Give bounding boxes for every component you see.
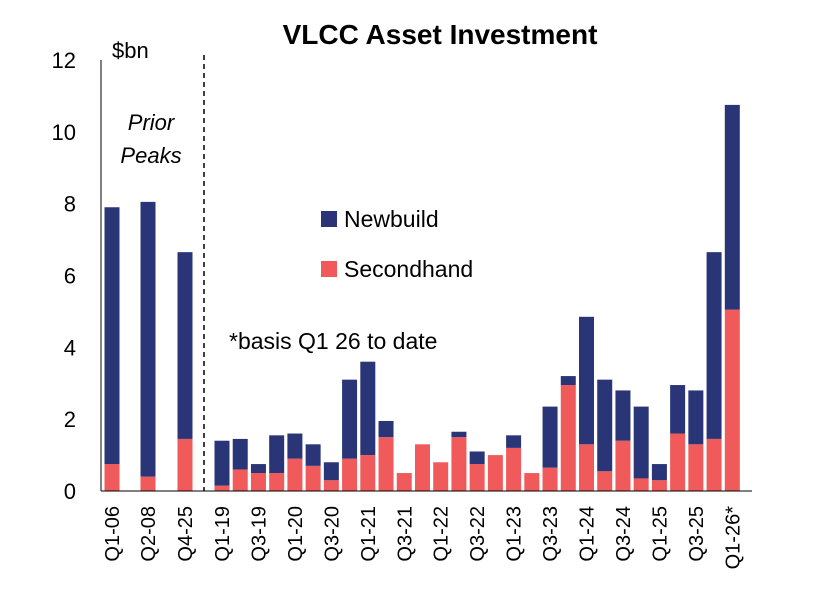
bar-newbuild-Q1-25 xyxy=(651,464,667,481)
bar-secondhand-Q2-22 xyxy=(451,437,467,491)
bar-secondhand-Q4-23 xyxy=(560,385,576,491)
x-tick-label: Q3-22 xyxy=(467,506,489,562)
x-tick-label: Q4-25 xyxy=(175,506,197,562)
bar-newbuild-Q4-25 xyxy=(177,252,193,439)
bar-newbuild-Q4-20 xyxy=(342,379,358,459)
legend-label-newbuild: Newbuild xyxy=(344,206,439,232)
x-tick-label: Q1-25 xyxy=(649,506,671,562)
x-tick-label: Q3-21 xyxy=(394,506,416,562)
x-tick-label: Q3-25 xyxy=(686,506,708,562)
bar-newbuild-Q3-19 xyxy=(250,464,266,474)
y-axis: 0 2 4 6 8 10 12 xyxy=(52,48,76,504)
bar-newbuild-Q2-25 xyxy=(670,385,686,434)
bar-newbuild-Q1-20 xyxy=(287,433,303,459)
x-tick-label: Q1-20 xyxy=(285,506,307,562)
bar-secondhand-Q4-22 xyxy=(487,455,503,491)
bar-newbuild-Q1-26* xyxy=(724,104,740,310)
x-tick-label: Q2-08 xyxy=(138,506,160,562)
bar-secondhand-Q4-25 xyxy=(706,438,722,491)
y-tick-label: 6 xyxy=(64,264,76,289)
chart-note: *basis Q1 26 to date xyxy=(229,328,437,354)
bar-secondhand-Q2-25 xyxy=(670,433,686,491)
bar-secondhand-Q4-25 xyxy=(177,438,193,491)
bar-secondhand-Q1-25 xyxy=(651,480,667,491)
x-tick-label: Q3-24 xyxy=(613,506,635,562)
prior-peaks-label-line1: Prior xyxy=(128,110,176,135)
bar-newbuild-Q4-25 xyxy=(706,252,722,439)
x-tick-label: Q1-26* xyxy=(722,506,744,570)
bar-newbuild-Q2-24 xyxy=(597,379,613,472)
bar-newbuild-Q4-24 xyxy=(633,406,649,479)
bar-secondhand-Q3-25 xyxy=(688,444,704,491)
bar-secondhand-Q1-24 xyxy=(579,444,594,491)
bar-secondhand-Q4-19 xyxy=(269,473,285,491)
bars xyxy=(104,104,740,491)
bar-secondhand-Q1-26* xyxy=(724,309,740,491)
y-tick-label: 12 xyxy=(52,48,76,73)
x-tick-label: Q3-19 xyxy=(248,506,270,562)
y-tick-label: 8 xyxy=(64,192,76,217)
y-tick-label: 10 xyxy=(52,120,76,145)
x-tick-label: Q1-22 xyxy=(431,506,453,562)
bar-newbuild-Q2-22 xyxy=(451,431,467,438)
x-tick-label: Q3-23 xyxy=(540,506,562,562)
bar-secondhand-Q3-22 xyxy=(469,464,485,491)
bar-secondhand-Q4-20 xyxy=(342,458,358,491)
bar-newbuild-Q1-06 xyxy=(104,207,120,465)
bar-secondhand-Q3-23 xyxy=(542,467,558,491)
bar-secondhand-Q4-24 xyxy=(633,478,649,491)
x-tick-label: Q1-06 xyxy=(102,506,124,562)
bar-newbuild-Q3-25 xyxy=(688,390,704,445)
bar-newbuild-Q2-19 xyxy=(232,438,248,470)
unit-label: $bn xyxy=(112,38,149,63)
bar-secondhand-Q3-20 xyxy=(323,480,339,491)
x-tick-label: Q1-23 xyxy=(504,506,526,562)
bar-secondhand-Q3-24 xyxy=(615,440,631,491)
bar-secondhand-Q3-19 xyxy=(250,473,266,491)
bar-secondhand-Q2-21 xyxy=(378,437,394,491)
x-tick-label: Q1-19 xyxy=(212,506,234,562)
bar-newbuild-Q1-19 xyxy=(214,440,230,486)
bar-secondhand-Q2-08 xyxy=(140,476,156,491)
bar-secondhand-Q1-22 xyxy=(433,462,449,491)
bar-newbuild-Q3-20 xyxy=(323,462,339,481)
chart-title: VLCC Asset Investment xyxy=(283,19,598,50)
bar-newbuild-Q1-23 xyxy=(506,435,522,448)
bar-newbuild-Q1-21 xyxy=(360,361,376,456)
bar-newbuild-Q1-24 xyxy=(579,316,594,445)
legend-swatch-newbuild xyxy=(321,211,337,227)
bar-newbuild-Q3-23 xyxy=(542,406,558,468)
bar-newbuild-Q2-08 xyxy=(140,201,156,477)
bar-secondhand-Q1-21 xyxy=(360,455,376,491)
prior-peaks-label-line2: Peaks xyxy=(120,143,181,168)
bar-secondhand-Q2-24 xyxy=(597,471,613,491)
y-tick-label: 4 xyxy=(64,335,76,360)
bar-newbuild-Q4-19 xyxy=(269,435,285,474)
legend-swatch-secondhand xyxy=(321,261,337,277)
bar-secondhand-Q1-23 xyxy=(506,447,522,491)
y-tick-label: 2 xyxy=(64,407,76,432)
bar-newbuild-Q2-20 xyxy=(305,444,321,466)
bar-newbuild-Q2-21 xyxy=(378,420,394,438)
y-tick-label: 0 xyxy=(64,479,76,504)
bar-secondhand-Q1-20 xyxy=(287,458,303,491)
legend-label-secondhand: Secondhand xyxy=(344,256,473,282)
bar-secondhand-Q1-19 xyxy=(214,485,230,491)
bar-secondhand-Q3-21 xyxy=(396,473,412,491)
bar-secondhand-Q2-23 xyxy=(524,473,540,491)
x-axis: Q1-06 Q2-08 Q4-25 Q1-19 Q3-19 Q1-20 Q3-20 Q1-21… xyxy=(102,506,744,570)
bar-newbuild-Q4-23 xyxy=(560,376,576,386)
x-tick-label: Q1-24 xyxy=(577,506,599,562)
bar-newbuild-Q3-22 xyxy=(469,451,485,465)
legend: Newbuild Secondhand xyxy=(321,206,473,282)
bar-secondhand-Q4-21 xyxy=(414,444,430,491)
bar-newbuild-Q3-24 xyxy=(615,390,631,441)
x-tick-label: Q3-20 xyxy=(321,506,343,562)
bar-secondhand-Q2-20 xyxy=(305,465,321,491)
bar-secondhand-Q2-19 xyxy=(232,469,248,491)
bar-secondhand-Q1-06 xyxy=(104,464,120,491)
x-tick-label: Q1-21 xyxy=(358,506,380,562)
